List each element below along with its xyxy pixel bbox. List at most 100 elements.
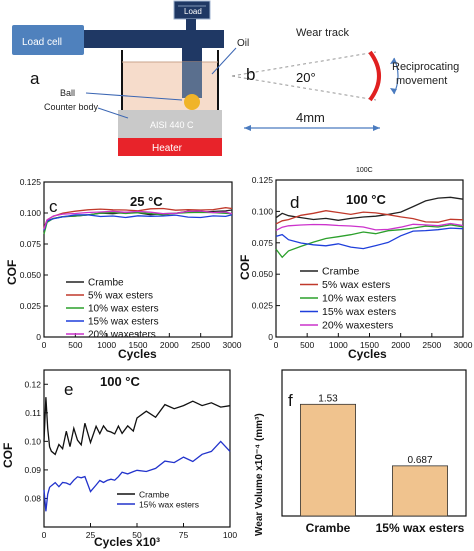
legend-label-1: 5% wax esters <box>88 291 153 302</box>
panel-e-letter: e <box>64 380 73 399</box>
y-tick-label: 0.08 <box>24 493 41 503</box>
panel-c-ylabel: COF <box>5 260 19 285</box>
y-tick-label: 0.11 <box>25 408 41 418</box>
panel-c-xlabel: Cycles <box>118 347 157 361</box>
x-tick-label: 0 <box>42 340 47 350</box>
y-tick-label: 0.100 <box>252 206 274 216</box>
series-line-4 <box>43 210 233 230</box>
plot-area-c: 0 500 1000 1500 2000 2500 3000 0 0.025 0.050 0.075… <box>20 177 242 350</box>
y-tick-label: 0.125 <box>20 177 42 187</box>
panel-f-ylabel: Wear Volume x10⁻⁴ (mm³) <box>254 413 265 536</box>
schematic-a: Load Load cell AISI 440 C Heater Oil a B… <box>12 0 249 156</box>
oil-label: Oil <box>237 38 249 49</box>
angle-label: 20° <box>296 70 316 85</box>
wear-track-arc <box>368 50 381 102</box>
load-stem <box>186 19 196 31</box>
category-label-1: 15% wax esters <box>376 521 465 535</box>
load-cell <box>12 25 84 55</box>
panel-c: c 25 °C 0 500 1000 1500 2000 2500 3000 0 0.025 0.… <box>5 177 242 361</box>
x-tick-label: 1500 <box>360 340 379 350</box>
ball <box>184 94 200 110</box>
y-tick-label: 0.050 <box>20 270 42 280</box>
panel-d-letter: d <box>290 193 299 212</box>
bar-1 <box>391 465 448 517</box>
series-line-1 <box>43 207 233 229</box>
recip-line2: movement <box>396 75 447 87</box>
y-tick-label: 0.12 <box>24 379 41 389</box>
legend-label-4: 20% waxesters <box>322 320 393 332</box>
panel-f: f 1.53 Crambe 0.687 15% wax esters Wear Vol… <box>254 369 467 536</box>
panel-b-label: b <box>246 65 255 84</box>
panel-e-xlabel: Cycles x10³ <box>94 535 160 549</box>
plot-area-e: 0 25 50 75 100 0.08 0.09 0.10 0.11 0.12 Crambe15% … <box>24 369 237 540</box>
y-tick-label: 0.100 <box>20 208 42 218</box>
aisi-block <box>118 110 222 138</box>
legend-label-1: 15% wax esters <box>139 500 199 510</box>
series-line-3 <box>275 227 464 250</box>
panel-e-ylabel: COF <box>1 443 15 468</box>
plot-area-d: 0 500 1000 1500 2000 2500 3000 0 0.025 0.050 0.075… <box>252 175 473 350</box>
series-line-1 <box>275 210 464 225</box>
y-tick-label: 0.075 <box>20 239 42 249</box>
plot-area-f: 1.53 Crambe 0.687 15% wax esters <box>281 369 467 535</box>
panel-d-xlabel: Cycles <box>348 347 387 361</box>
panel-a-label: a <box>30 69 40 88</box>
x-tick-label: 3000 <box>223 340 242 350</box>
y-tick-label: 0 <box>36 332 41 342</box>
legend-label-2: 10% wax esters <box>88 304 159 315</box>
legend-label-4: 20% waxesters <box>88 330 156 341</box>
x-tick-label: 25 <box>86 530 96 540</box>
load-cell-label: Load cell <box>22 37 62 48</box>
x-tick-label: 100 <box>223 530 237 540</box>
x-tick-label: 50 <box>132 530 142 540</box>
bar-value-label-0: 1.53 <box>318 393 338 404</box>
lever-arm <box>84 30 224 48</box>
counter-body-label: Counter body <box>44 102 99 112</box>
recip-line1: Reciprocating <box>392 61 459 73</box>
series-line-1 <box>43 440 231 512</box>
legend-label-0: Crambe <box>88 278 124 289</box>
y-tick-label: 0.10 <box>24 436 41 446</box>
y-tick-label: 0.075 <box>252 238 274 248</box>
panel-c-letter: c <box>49 197 58 216</box>
y-tick-label: 0.09 <box>24 465 41 475</box>
legend-label-3: 15% wax esters <box>88 317 159 328</box>
load-label: Load <box>184 7 202 16</box>
legend-label-0: Crambe <box>139 490 170 500</box>
distance-label: 4mm <box>296 110 325 125</box>
legend-label-2: 10% wax esters <box>322 293 396 305</box>
x-tick-label: 0 <box>42 530 47 540</box>
bar-0 <box>299 403 356 517</box>
ball-label: Ball <box>60 88 75 98</box>
schematic-b: Wear track b 20° Reciprocating movement … <box>231 27 459 131</box>
panel-d-top-note: 100C <box>356 167 373 174</box>
panel-d-title: 100 °C <box>346 192 387 207</box>
series-line-0 <box>43 397 231 456</box>
x-tick-label: 2000 <box>391 340 410 350</box>
x-tick-label: 500 <box>68 340 82 350</box>
panel-c-title: 25 °C <box>130 194 163 209</box>
aisi-label: AISI 440 C <box>150 120 194 130</box>
bar-value-label-1: 0.687 <box>407 455 432 466</box>
series-line-2 <box>275 224 464 259</box>
ball-collet <box>182 62 202 98</box>
x-tick-label: 75 <box>179 530 189 540</box>
x-tick-label: 3000 <box>454 340 473 350</box>
heater-label: Heater <box>152 143 183 154</box>
plot-frame <box>281 369 467 517</box>
x-tick-label: 1000 <box>97 340 116 350</box>
x-tick-label: 2000 <box>160 340 179 350</box>
y-tick-label: 0.050 <box>252 269 274 279</box>
category-label-0: Crambe <box>306 521 351 535</box>
legend-label-0: Crambe <box>322 266 360 278</box>
y-tick-label: 0.125 <box>252 175 274 185</box>
panel-e-title: 100 °C <box>100 374 141 389</box>
y-tick-label: 0.025 <box>20 301 42 311</box>
y-tick-label: 0 <box>268 332 273 342</box>
y-tick-label: 0.025 <box>252 301 274 311</box>
panel-d-ylabel: COF <box>238 255 252 280</box>
oil-bath <box>122 62 218 110</box>
series-line-4 <box>275 222 464 231</box>
x-tick-label: 0 <box>274 340 279 350</box>
